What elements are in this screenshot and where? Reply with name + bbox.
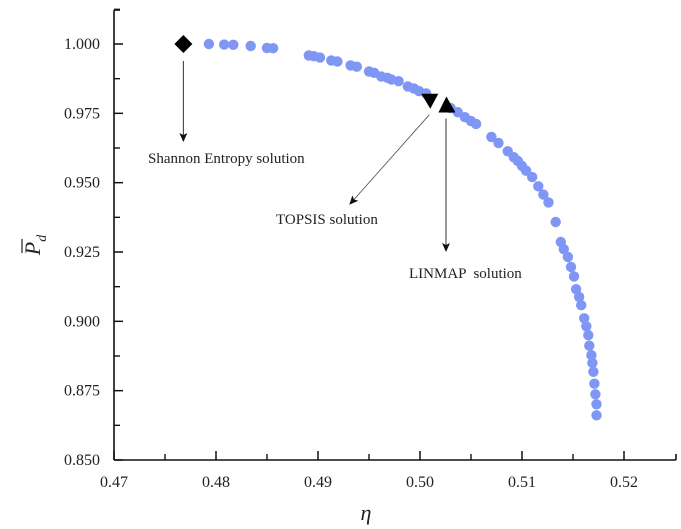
- data-point: [351, 61, 362, 72]
- annotation-label: LINMAP solution: [409, 266, 522, 282]
- data-point: [591, 399, 602, 410]
- data-point: [533, 181, 544, 192]
- data-point: [579, 313, 590, 324]
- data-point: [486, 131, 497, 143]
- y-axis-title: Pd: [20, 234, 50, 256]
- y-tick-label: 0.975: [64, 105, 100, 122]
- data-point: [583, 330, 594, 341]
- data-point: [562, 251, 574, 263]
- data-point: [586, 350, 597, 361]
- data-point: [203, 38, 215, 50]
- y-axis-title-subscript: d: [35, 234, 50, 242]
- annotation-arrow: [349, 114, 430, 205]
- data-point: [558, 244, 569, 255]
- annotations: Shannon Entropy solution TOPSIS solution L…: [148, 35, 522, 282]
- y-tick-label: 0.950: [64, 175, 100, 192]
- x-tick-label: 0.50: [406, 474, 434, 491]
- axes: 0.850 0.875 0.900 0.925 0.950 0.975 1.000 0.47 0…: [64, 8, 677, 491]
- annotation-triangle-down: TOPSIS solution: [276, 93, 439, 228]
- data-point: [228, 39, 239, 50]
- data-point: [587, 357, 598, 369]
- data-point: [493, 137, 504, 149]
- data-point: [590, 389, 601, 400]
- pareto-points: [203, 38, 602, 421]
- data-point: [314, 52, 326, 63]
- data-point: [565, 261, 577, 273]
- y-axis-title-main: P: [20, 242, 45, 256]
- y-tick-label: 0.875: [64, 383, 100, 400]
- data-point: [573, 291, 585, 303]
- data-point: [589, 378, 600, 389]
- data-point: [581, 321, 592, 332]
- annotation-diamond: Shannon Entropy solution: [148, 35, 305, 167]
- triangle-down-marker-icon: [421, 93, 439, 109]
- data-point: [588, 366, 599, 377]
- y-tick-label: 0.925: [64, 244, 100, 261]
- data-point: [470, 118, 482, 130]
- annotation-triangle-up: LINMAP solution: [409, 96, 522, 282]
- data-point: [393, 76, 404, 87]
- data-point: [550, 216, 561, 228]
- x-axis-title: η: [361, 500, 372, 525]
- x-tick-label: 0.49: [304, 474, 332, 491]
- x-tick-label: 0.48: [202, 474, 230, 491]
- x-tick-label: 0.47: [100, 474, 128, 491]
- data-point: [538, 189, 549, 200]
- y-tick-label: 0.850: [64, 452, 100, 469]
- y-tick-label: 0.900: [64, 313, 100, 330]
- data-point: [568, 271, 580, 282]
- data-point: [245, 40, 256, 52]
- triangle-up-marker-icon: [438, 96, 456, 113]
- x-tick-label: 0.52: [610, 474, 638, 491]
- y-tick-label: 1.000: [64, 36, 100, 53]
- data-point: [267, 43, 279, 54]
- data-point: [219, 39, 230, 50]
- data-point: [584, 340, 595, 351]
- data-point: [543, 197, 554, 208]
- diamond-marker-icon: [174, 35, 193, 53]
- annotation-label: TOPSIS solution: [276, 212, 378, 228]
- data-point: [591, 410, 602, 421]
- x-tick-label: 0.51: [508, 474, 536, 491]
- data-point: [576, 300, 587, 311]
- annotation-label: Shannon Entropy solution: [148, 151, 305, 167]
- data-point: [527, 171, 538, 183]
- data-point: [332, 56, 343, 67]
- svg-text:Pd: Pd: [20, 234, 50, 256]
